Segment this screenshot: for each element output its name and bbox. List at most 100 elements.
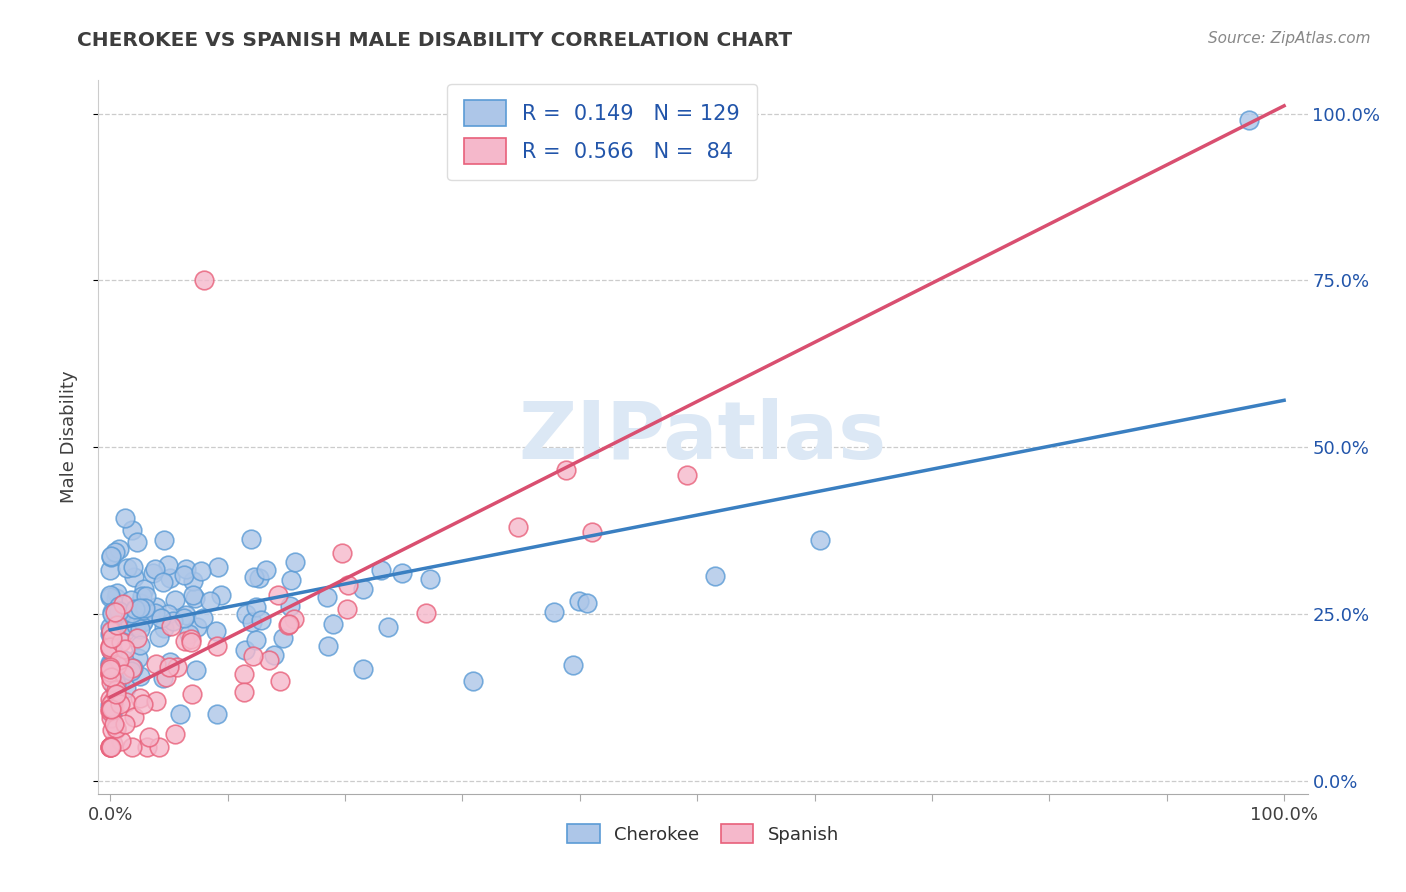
Point: [100, 642, 122, 657]
Point: [101, 723, 124, 738]
Point: [132, 582, 155, 597]
Point: [242, 649, 264, 664]
Point: [568, 594, 591, 608]
Point: [120, 592, 142, 607]
Point: [100, 624, 122, 638]
Point: [204, 624, 226, 638]
Point: [100, 701, 122, 715]
Point: [240, 615, 263, 629]
Point: [134, 601, 156, 615]
Point: [122, 570, 145, 584]
Point: [145, 600, 167, 615]
Point: [100, 674, 122, 689]
Point: [129, 691, 152, 706]
Point: [336, 577, 359, 591]
Point: [112, 667, 135, 681]
Point: [278, 617, 301, 632]
Point: [121, 523, 143, 537]
Point: [112, 597, 135, 611]
Point: [250, 614, 273, 628]
Point: [98, 740, 121, 755]
Point: [269, 674, 291, 689]
Point: [112, 653, 135, 667]
Point: [554, 462, 576, 476]
Point: [100, 549, 122, 564]
Point: [100, 658, 122, 673]
Point: [686, 160, 709, 174]
Point: [581, 524, 603, 539]
Point: [1237, 113, 1260, 128]
Point: [103, 716, 125, 731]
Point: [132, 697, 155, 711]
Point: [114, 624, 136, 638]
Point: [98, 640, 121, 654]
Point: [163, 593, 186, 607]
Point: [675, 467, 697, 482]
Point: [100, 670, 122, 684]
Point: [186, 620, 208, 634]
Point: [107, 541, 129, 556]
Point: [180, 632, 202, 646]
Point: [100, 697, 122, 711]
Point: [263, 648, 285, 663]
Point: [98, 660, 121, 674]
Point: [103, 680, 125, 694]
Point: [100, 711, 122, 725]
Point: [242, 570, 264, 584]
Point: [122, 559, 145, 574]
Point: [160, 619, 183, 633]
Point: [104, 591, 127, 606]
Point: [190, 564, 212, 578]
Point: [152, 575, 174, 590]
Point: [271, 632, 294, 646]
Point: [283, 612, 305, 626]
Point: [100, 549, 122, 564]
Point: [506, 520, 529, 534]
Point: [107, 606, 129, 620]
Point: [330, 546, 353, 560]
Point: [98, 667, 121, 681]
Text: ZIPatlas: ZIPatlas: [519, 398, 887, 476]
Point: [267, 588, 290, 602]
Point: [209, 588, 232, 602]
Point: [143, 562, 166, 576]
Point: [166, 660, 188, 674]
Point: [98, 640, 121, 654]
Point: [101, 644, 124, 658]
Point: [101, 738, 124, 752]
Point: [157, 659, 180, 673]
Point: [235, 642, 257, 657]
Point: [181, 574, 204, 588]
Point: [129, 638, 152, 652]
Point: [121, 661, 143, 675]
Point: [103, 699, 125, 714]
Point: [98, 704, 121, 718]
Point: [98, 665, 121, 679]
Point: [247, 571, 270, 585]
Point: [98, 563, 121, 577]
Point: [180, 687, 202, 701]
Point: [703, 569, 725, 583]
Point: [245, 632, 267, 647]
Point: [121, 740, 143, 755]
Point: [100, 632, 122, 646]
Point: [114, 642, 136, 657]
Point: [125, 617, 148, 632]
Point: [173, 567, 195, 582]
Point: [174, 562, 197, 576]
Point: [104, 544, 127, 558]
Point: [108, 698, 131, 712]
Point: [120, 618, 142, 632]
Point: [101, 635, 124, 649]
Point: [100, 740, 122, 755]
Point: [98, 620, 121, 634]
Point: [159, 656, 181, 670]
Point: [132, 614, 155, 628]
Point: [100, 605, 122, 619]
Point: [124, 602, 146, 616]
Point: [165, 727, 187, 741]
Point: [233, 685, 256, 699]
Point: [352, 582, 374, 597]
Point: [129, 600, 152, 615]
Point: [575, 596, 598, 610]
